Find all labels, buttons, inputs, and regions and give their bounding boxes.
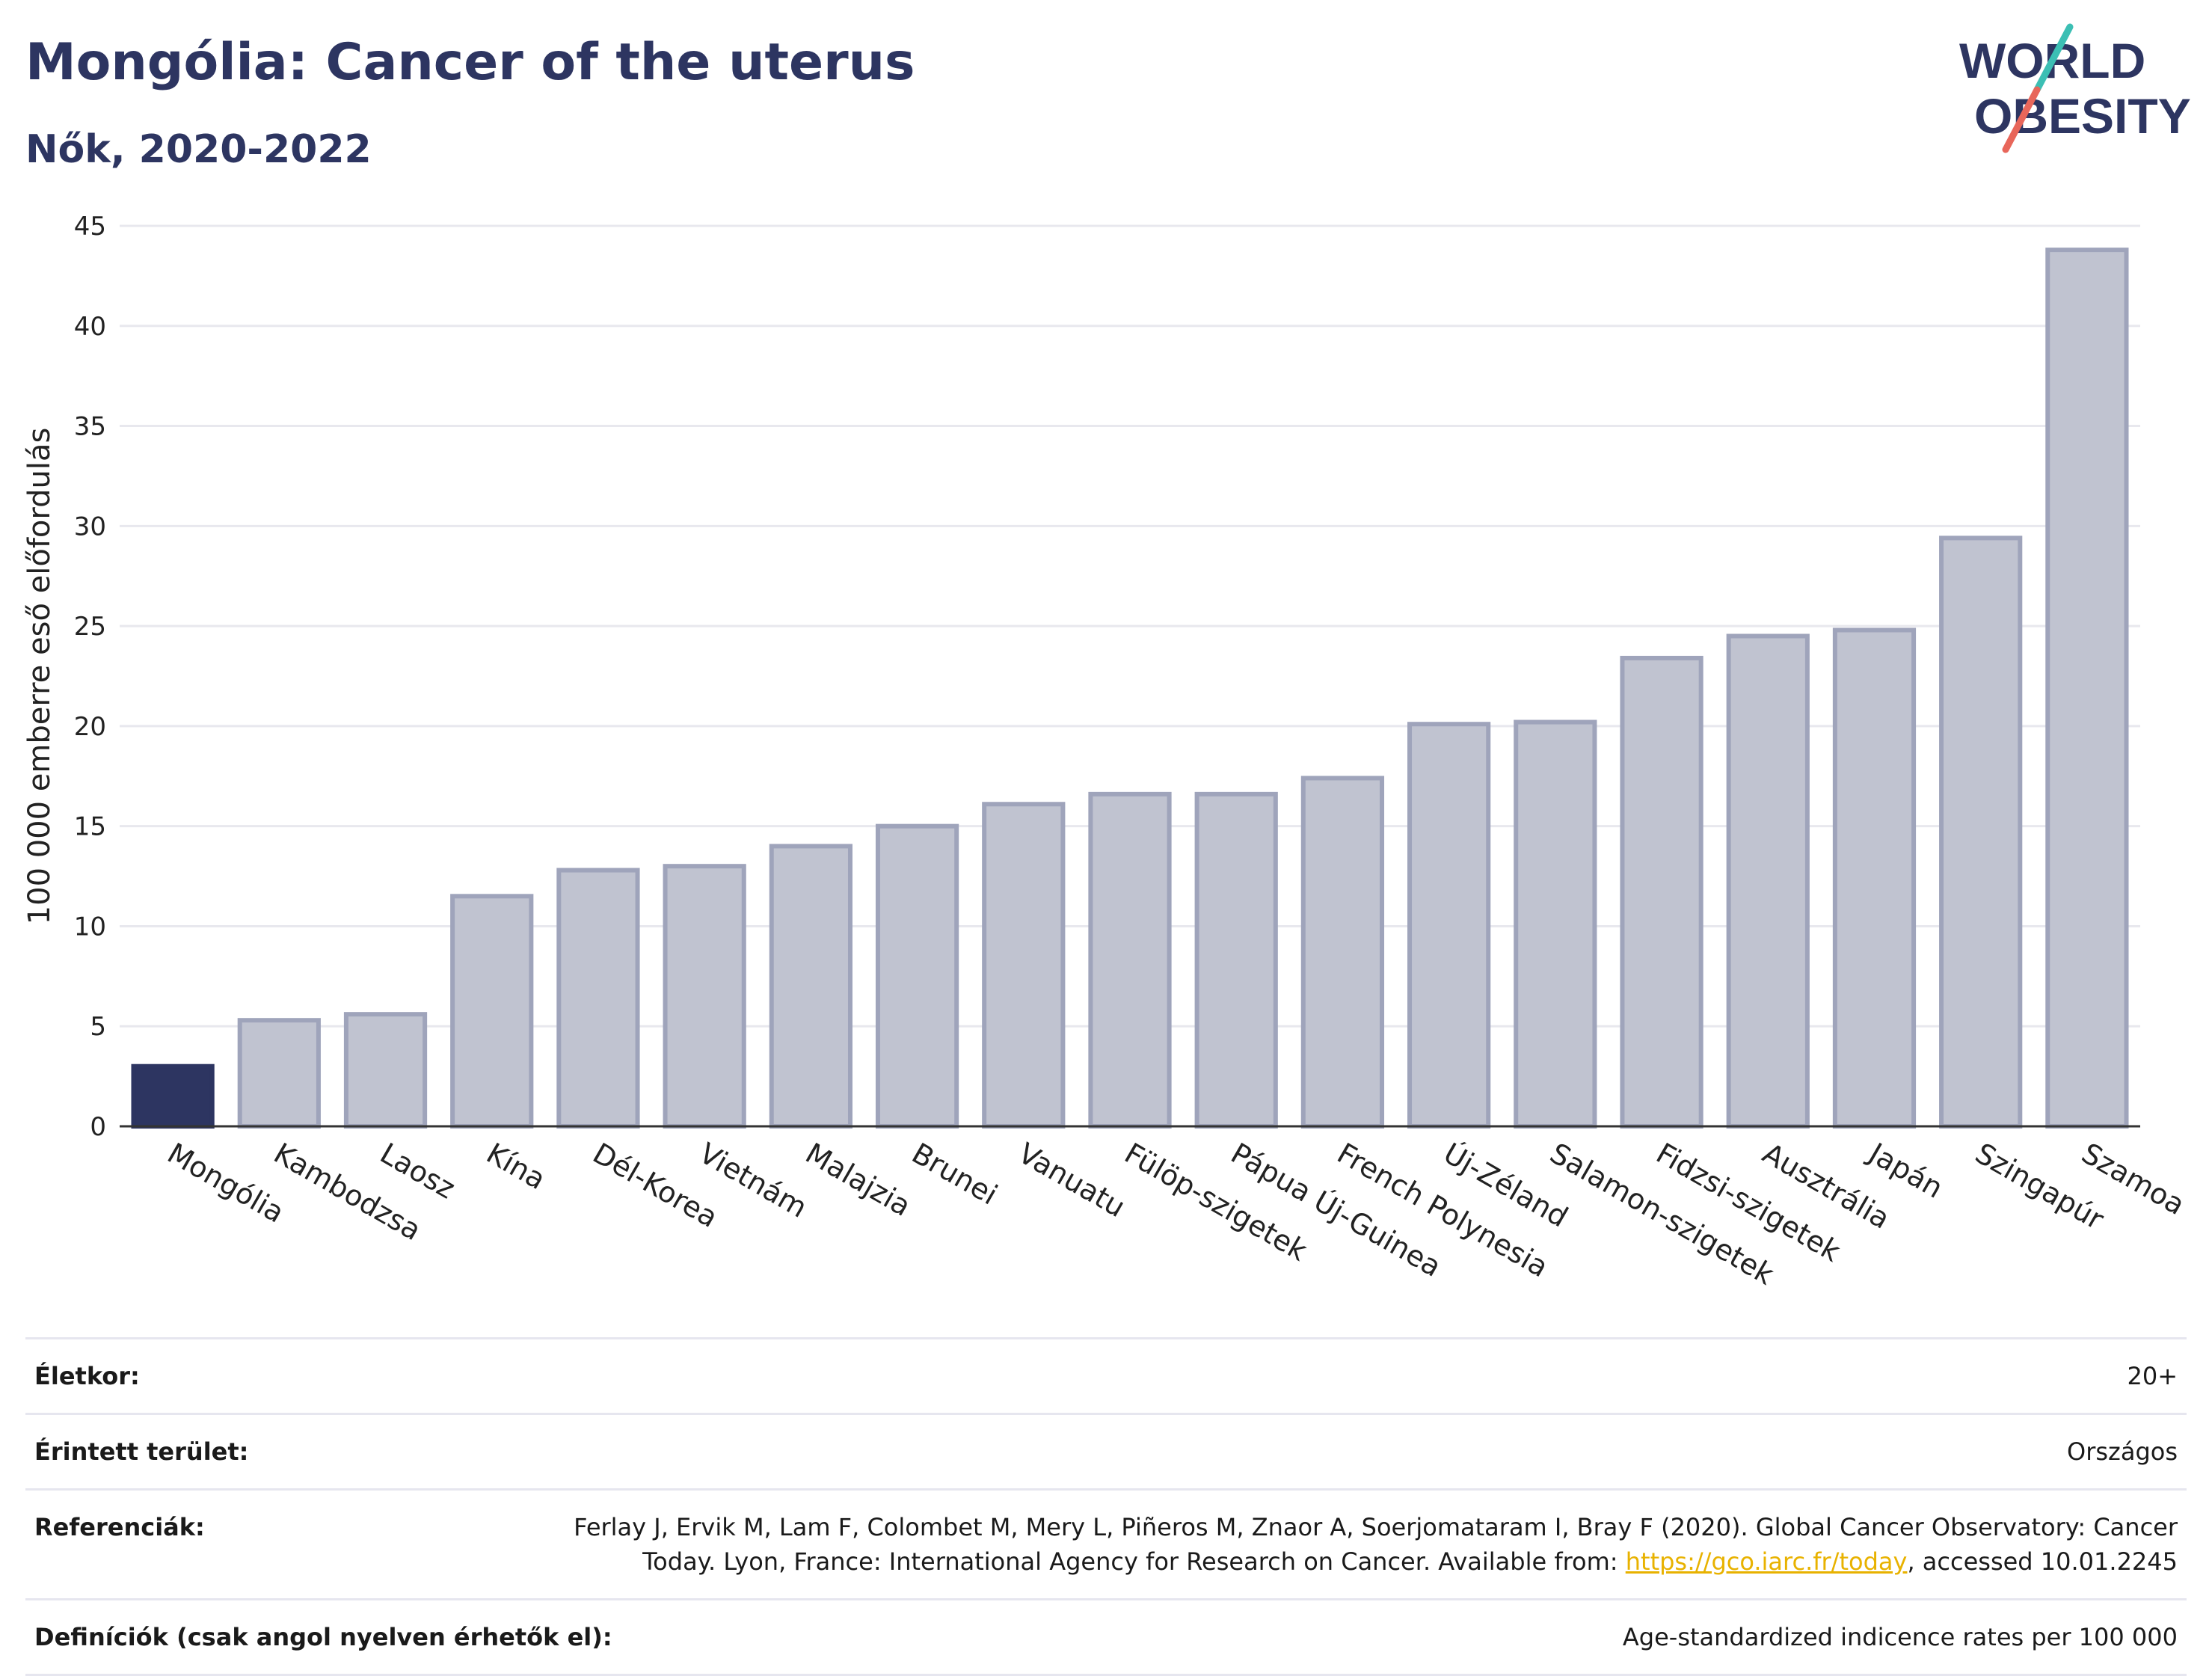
y-tick-labels: 0 5 10 15 20 25 30 35 40 45 [74, 212, 106, 1142]
bars [131, 248, 2129, 1129]
category-label: Vanuatu [1013, 1137, 1131, 1224]
meta-value: Országos [2067, 1437, 2178, 1466]
chart-title: Mongólia: Cancer of the uterus [25, 33, 915, 92]
bar-Malajzia [769, 844, 852, 1129]
meta-key: Referenciák: [34, 1513, 205, 1541]
meta-row-area: Érintett terület: Országos [25, 1413, 2187, 1488]
bar-French Polynesia [1300, 776, 1385, 1129]
chart-subtitle: Nők, 2020-2022 [25, 127, 372, 172]
bar-Dél-Korea [556, 868, 640, 1129]
y-tick-label: 35 [74, 412, 106, 442]
logo-slash-coral [2002, 86, 2041, 153]
logo-slash-teal [2033, 23, 2074, 93]
meta-key: Definíciók (csak angol nyelven érhetők e… [34, 1623, 612, 1651]
meta-value: Ferlay J, Ervik M, Lam F, Colombet M, Me… [570, 1510, 2178, 1579]
reference-text: Ferlay J, Ervik M, Lam F, Colombet M, Me… [574, 1513, 2178, 1576]
reference-accessed: , accessed 10.01.2245 [1907, 1547, 2178, 1576]
category-label: Fülöp-szigetek [1119, 1137, 1313, 1268]
y-tick-label: 20 [74, 712, 106, 742]
bar-Ausztrália [1726, 633, 1810, 1129]
meta-value: 20+ [2127, 1362, 2178, 1390]
bar-Japán [1832, 627, 1917, 1129]
world-obesity-logo: WORLD OBESITY [1959, 23, 2191, 153]
y-tick-label: 25 [74, 612, 106, 642]
y-tick-label: 5 [90, 1012, 106, 1042]
y-tick-label: 15 [74, 812, 106, 842]
meta-row-age: Életkor: 20+ [25, 1337, 2187, 1413]
bar-Pápua Új-Guinea [1194, 791, 1278, 1129]
meta-key: Érintett terület: [34, 1437, 249, 1466]
reference-link[interactable]: https://gco.iarc.fr/today [1625, 1547, 1908, 1576]
bar-Salamon-szigetek [1514, 719, 1597, 1129]
bar-Vanuatu [982, 802, 1066, 1129]
bar-Mongólia [131, 1063, 215, 1129]
y-tick-label: 40 [74, 312, 106, 342]
y-tick-label: 10 [74, 912, 106, 942]
y-tick-label: 45 [74, 212, 106, 242]
y-tick-label: 30 [74, 512, 106, 541]
meta-value: Age-standardized indicence rates per 100… [1622, 1623, 2178, 1651]
bar-Vietnám [663, 864, 746, 1129]
bar-Kína [450, 894, 534, 1129]
y-tick-label: 0 [90, 1112, 106, 1142]
meta-row-definitions: Definíciók (csak angol nyelven érhetők e… [25, 1598, 2187, 1676]
category-label: Brunei [906, 1137, 1003, 1212]
y-axis-label: 100 000 emberre eső előfordulás [22, 428, 57, 925]
meta-row-references: Referenciák: Ferlay J, Ervik M, Lam F, C… [25, 1488, 2187, 1598]
bar-Brunei [875, 823, 959, 1129]
bar-Szamoa [2045, 248, 2129, 1129]
category-label: Malajzia [800, 1137, 917, 1223]
category-label: Mongólia [162, 1137, 290, 1230]
bar-Szingapúr [1939, 535, 2023, 1129]
bar-Kambodzsa [237, 1018, 321, 1129]
category-label: Kína [481, 1137, 551, 1197]
bar-Fidzsi-szigetek [1620, 655, 1703, 1129]
bar-Új-Zéland [1407, 722, 1491, 1129]
category-label: Laosz [375, 1137, 461, 1206]
bar-Fülöp-szigetek [1088, 791, 1172, 1129]
metadata-table: Életkor: 20+ Érintett terület: Országos … [25, 1337, 2187, 1676]
meta-key: Életkor: [34, 1362, 140, 1390]
bar-Laosz [343, 1012, 428, 1129]
